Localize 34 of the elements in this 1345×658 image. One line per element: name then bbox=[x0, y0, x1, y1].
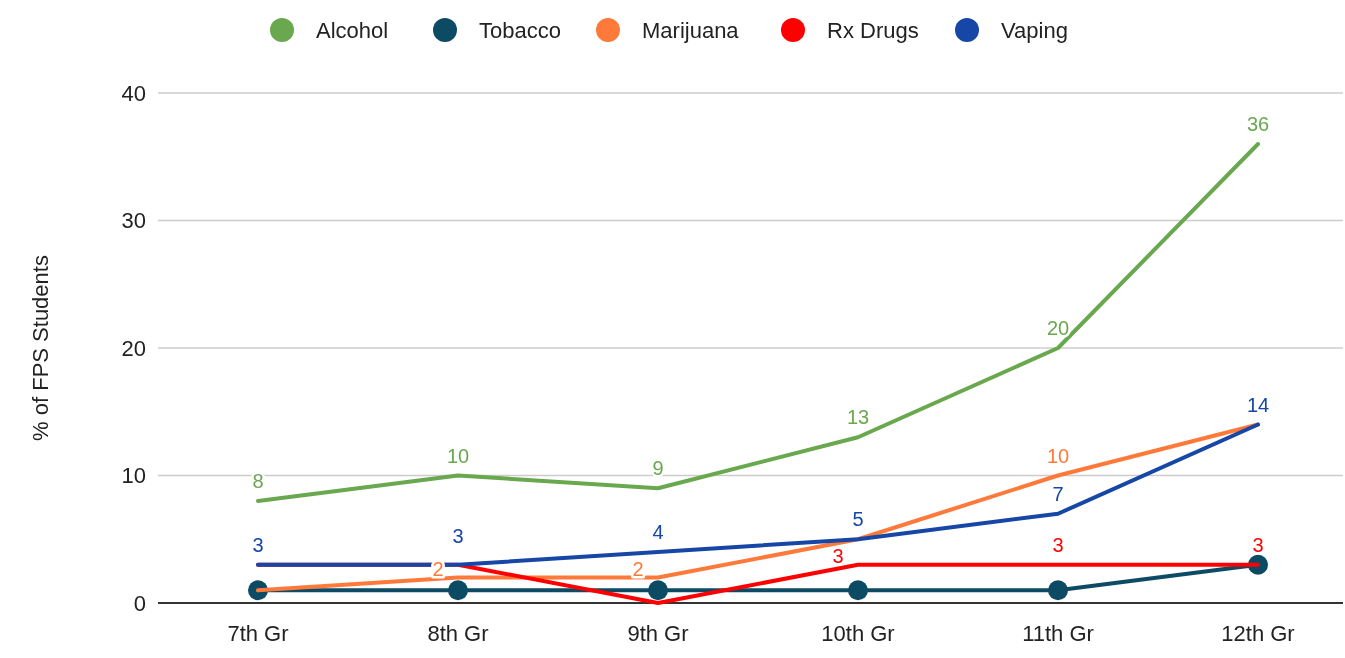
y-tick-label: 10 bbox=[121, 463, 146, 489]
x-tick-label: 11th Gr bbox=[1022, 621, 1094, 646]
x-tick-label: 10th Gr bbox=[821, 621, 895, 646]
data-label: 9 bbox=[652, 457, 664, 480]
data-label: 36 bbox=[1246, 113, 1270, 135]
x-tick-label: 7th Gr bbox=[227, 621, 289, 646]
x-tick-label: 8th Gr bbox=[427, 621, 489, 646]
data-label: 5 bbox=[852, 508, 864, 531]
y-axis-title: % of FPS Students bbox=[28, 255, 53, 441]
y-tick-label: 40 bbox=[121, 80, 146, 106]
x-tick-label: 12th Gr bbox=[1221, 621, 1295, 646]
x-tick-label: 9th Gr bbox=[627, 621, 689, 646]
data-label: 4 bbox=[652, 521, 664, 543]
data-label: 3 bbox=[252, 533, 264, 556]
data-label: 8 bbox=[252, 470, 264, 492]
y-tick-label: 30 bbox=[121, 208, 146, 234]
data-label: 3 bbox=[832, 544, 844, 567]
data-label: 3 bbox=[1052, 533, 1064, 556]
legend-label: Alcohol bbox=[316, 17, 389, 43]
y-tick-label: 20 bbox=[121, 335, 146, 361]
data-label: 14 bbox=[1246, 393, 1270, 416]
data-label: 10 bbox=[1046, 444, 1070, 467]
legend-label: Vaping bbox=[1001, 17, 1068, 43]
data-label: 3 bbox=[1252, 533, 1264, 556]
data-label: 10 bbox=[446, 444, 470, 467]
legend-label: Rx Drugs bbox=[827, 17, 919, 43]
data-label: 13 bbox=[846, 406, 870, 429]
data-label: 7 bbox=[1052, 482, 1064, 505]
data-label: 20 bbox=[1046, 317, 1070, 339]
data-label: 2 bbox=[632, 557, 644, 580]
legend-label: Tobacco bbox=[479, 17, 561, 43]
legend-label: Marijuana bbox=[642, 17, 740, 43]
data-label: 3 bbox=[452, 524, 464, 547]
y-tick-label: 0 bbox=[133, 590, 146, 616]
